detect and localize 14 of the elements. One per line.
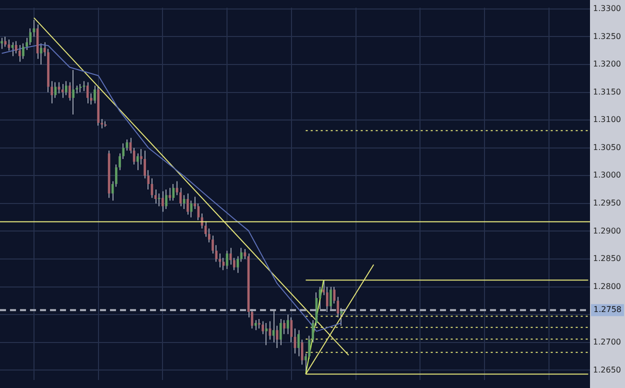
y-tick-label: 1.3050 (593, 142, 621, 152)
y-tick-label: 1.3250 (593, 32, 621, 41)
y-tick-label: 1.2650 (593, 365, 621, 374)
y-tick-label: 1.3300 (593, 4, 621, 13)
y-tick-label: 1.2900 (593, 226, 621, 236)
y-tick-label: 1.2700 (593, 337, 621, 346)
y-tick-label: 1.3100 (593, 115, 621, 124)
y-tick-label: 1.2850 (593, 254, 621, 264)
y-tick-label: 1.3200 (593, 60, 621, 69)
y-tick-label: 1.3150 (593, 87, 621, 96)
ref-line-label: 1.2758 (594, 305, 622, 314)
y-tick-label: 1.3000 (593, 170, 621, 180)
y-tick-label: 1.2950 (593, 198, 621, 208)
y-tick-label: 1.2800 (593, 282, 621, 291)
